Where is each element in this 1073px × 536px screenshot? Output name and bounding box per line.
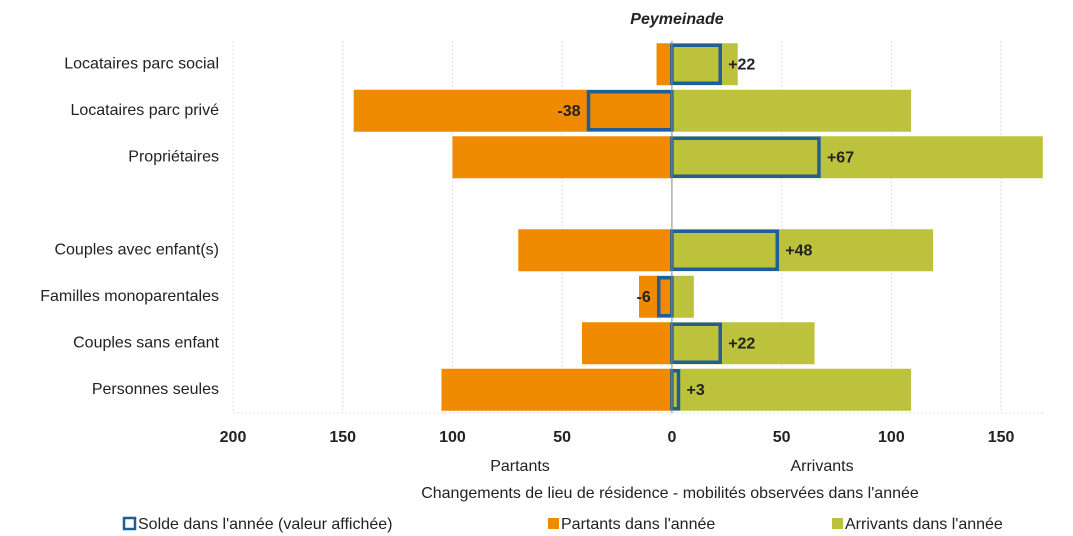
value-label: +22 bbox=[728, 335, 755, 352]
legend-marker bbox=[832, 518, 843, 529]
bar bbox=[671, 89, 912, 132]
chart-title: Peymeinade bbox=[630, 11, 723, 28]
legend-label: Arrivants dans l'année bbox=[845, 516, 1003, 533]
bar bbox=[656, 43, 672, 86]
y-tick-label: Locataires parc social bbox=[64, 55, 219, 72]
x-axis-title: Changements de lieu de résidence - mobil… bbox=[421, 485, 919, 502]
legend-marker bbox=[548, 518, 559, 529]
y-tick-label: Couples sans enfant bbox=[73, 334, 219, 351]
legend-label: Partants dans l'année bbox=[561, 516, 715, 533]
right-label: Arrivants bbox=[790, 458, 853, 475]
y-tick-label: Locataires parc privé bbox=[70, 102, 219, 119]
value-label: +48 bbox=[785, 242, 812, 259]
bar bbox=[441, 368, 672, 411]
bar bbox=[671, 136, 1043, 179]
x-tick-label: 50 bbox=[773, 429, 791, 446]
x-tick-label: 150 bbox=[988, 429, 1015, 446]
bar bbox=[671, 43, 738, 86]
y-tick-label: Couples avec enfant(s) bbox=[54, 241, 219, 258]
x-tick-label: 0 bbox=[667, 429, 676, 446]
bar bbox=[671, 322, 815, 365]
x-tick-label: 50 bbox=[553, 429, 571, 446]
x-tick-label: 100 bbox=[439, 429, 466, 446]
value-label: +3 bbox=[687, 382, 705, 399]
y-tick-label: Familles monoparentales bbox=[40, 288, 219, 305]
legend-marker bbox=[122, 516, 137, 531]
left-label: Partants bbox=[490, 458, 550, 475]
value-label: -38 bbox=[557, 103, 580, 120]
bar bbox=[353, 89, 672, 132]
x-tick-label: 200 bbox=[220, 429, 247, 446]
bar bbox=[581, 322, 672, 365]
y-tick-label: Propriétaires bbox=[128, 148, 219, 165]
value-label: +67 bbox=[827, 149, 854, 166]
bar bbox=[671, 275, 694, 318]
bar bbox=[639, 275, 672, 318]
y-tick-label: Personnes seules bbox=[92, 381, 219, 398]
x-tick-label: 150 bbox=[329, 429, 356, 446]
x-tick-label: 100 bbox=[878, 429, 905, 446]
value-label: +22 bbox=[728, 56, 755, 73]
bar bbox=[452, 136, 672, 179]
bar bbox=[671, 368, 912, 411]
bar bbox=[671, 229, 934, 272]
value-label: -6 bbox=[637, 289, 651, 306]
bar bbox=[518, 229, 672, 272]
legend-label: Solde dans l'année (valeur affichée) bbox=[138, 516, 392, 533]
